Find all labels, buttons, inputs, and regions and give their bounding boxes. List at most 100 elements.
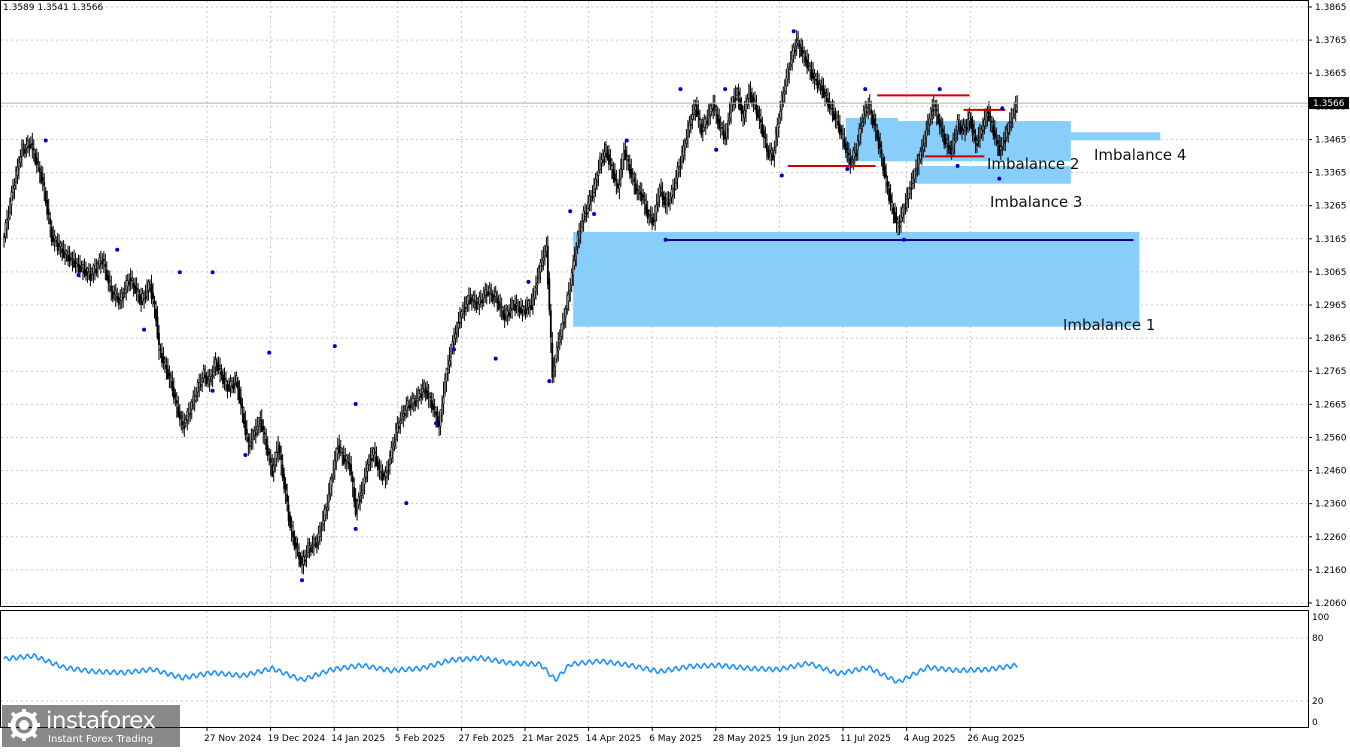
candle-body <box>412 398 415 404</box>
candle-body <box>573 259 576 266</box>
candle-body <box>169 375 172 378</box>
candle-body <box>511 300 513 309</box>
candle-body <box>171 381 174 391</box>
candle-body <box>144 295 147 299</box>
fractal-high-marker <box>267 350 272 355</box>
candle-body <box>120 292 123 302</box>
candle-body <box>17 168 20 170</box>
candle-body <box>53 234 56 240</box>
candle-body <box>678 168 680 173</box>
candle-body <box>856 140 859 151</box>
candle-body <box>643 199 646 202</box>
candle-body <box>590 199 592 202</box>
candle-body <box>792 46 795 56</box>
candle-body <box>1007 122 1010 133</box>
candle-body <box>49 218 52 225</box>
candle-body <box>32 148 35 151</box>
candle-body <box>369 460 372 462</box>
candle-body <box>870 109 873 114</box>
candle-body <box>153 300 156 305</box>
candle-body <box>962 124 965 130</box>
candle-body <box>424 387 427 394</box>
candle-body <box>487 291 490 296</box>
candle-body <box>721 127 724 129</box>
candle-body <box>351 475 354 483</box>
candle-body <box>64 250 66 254</box>
candle-body <box>347 461 350 464</box>
candle-body <box>633 178 636 183</box>
candle-body <box>445 368 448 382</box>
candle-body <box>935 109 938 112</box>
time-tick-label: 14 Apr 2025 <box>586 734 642 744</box>
candle-body <box>110 285 113 291</box>
candle-body <box>439 409 442 427</box>
candle-body <box>786 67 789 80</box>
candle-body <box>205 376 208 384</box>
candle-body <box>418 393 421 397</box>
candle-body <box>134 285 137 294</box>
time-tick-label: 5 Feb 2025 <box>395 734 445 744</box>
candle-body <box>494 291 497 297</box>
candle-body <box>974 136 977 141</box>
candle-body <box>211 375 214 377</box>
candle-body <box>62 250 65 259</box>
candle-body <box>883 165 886 178</box>
candle-body <box>125 280 128 291</box>
candle-body <box>880 149 883 154</box>
candle-body <box>301 560 303 562</box>
candle-body <box>158 332 160 346</box>
candle-body <box>807 62 810 65</box>
candle-body <box>630 168 633 178</box>
candle-body <box>797 38 800 42</box>
candle-body <box>85 270 87 276</box>
candle-body <box>3 236 5 239</box>
candle-body <box>779 110 782 119</box>
candle-body <box>985 110 987 122</box>
fractal-high-marker <box>434 421 439 426</box>
fractal-high-marker <box>43 138 48 143</box>
price-tick-label: 1.3265 <box>1315 202 1347 212</box>
candle-body <box>892 207 895 214</box>
fractal-low-marker <box>714 147 719 152</box>
candle-body <box>569 289 572 294</box>
fractal-high-marker <box>863 87 868 92</box>
candle-body <box>742 111 744 113</box>
candle-body <box>795 42 798 46</box>
candle-body <box>846 148 849 150</box>
candle-body <box>812 72 814 80</box>
candle-body <box>263 432 266 435</box>
candle-body <box>837 120 840 126</box>
candle-body <box>618 184 621 189</box>
candle-body <box>533 285 536 299</box>
candle-body <box>146 290 148 294</box>
candle-body <box>718 119 721 129</box>
candle-body <box>189 413 192 415</box>
candle-body <box>667 201 670 206</box>
candle-body <box>864 107 867 115</box>
candle-body <box>58 244 61 247</box>
time-tick-label: 27 Feb 2025 <box>458 734 514 744</box>
candle-body <box>910 188 913 190</box>
candle-body <box>873 119 876 125</box>
fractal-high-marker <box>791 29 796 34</box>
fractal-high-marker <box>451 347 456 352</box>
candle-body <box>181 421 184 426</box>
candle-body <box>150 284 153 299</box>
candle-body <box>186 410 189 421</box>
candle-body <box>105 269 108 281</box>
candle-body <box>386 472 388 478</box>
candle-body <box>840 128 843 133</box>
candle-body <box>575 249 578 257</box>
candle-body <box>147 281 150 291</box>
candle-body <box>135 287 138 290</box>
candle-body <box>397 425 400 429</box>
candle-body <box>685 139 688 144</box>
candle-body <box>529 305 531 307</box>
candle-body <box>377 461 379 470</box>
candle-body <box>581 221 584 228</box>
candle-body <box>25 144 28 149</box>
candle-body <box>587 202 589 209</box>
candle-body <box>983 119 986 127</box>
candle-body <box>402 413 405 417</box>
candle-body <box>968 112 971 122</box>
